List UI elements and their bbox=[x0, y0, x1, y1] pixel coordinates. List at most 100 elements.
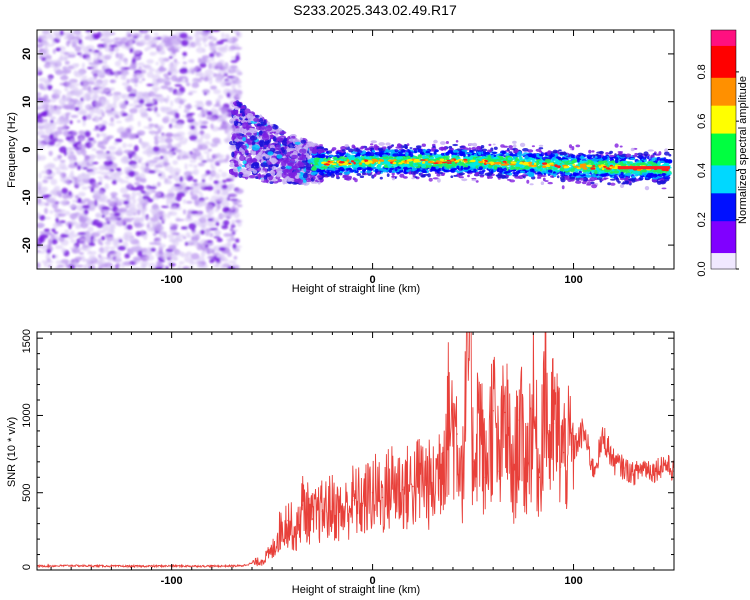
noise-speck bbox=[119, 53, 125, 59]
noise-speck bbox=[179, 182, 187, 186]
noise-speck bbox=[166, 95, 170, 101]
noise-speck bbox=[112, 93, 119, 97]
noise-speck bbox=[134, 72, 143, 80]
noise-speck bbox=[70, 239, 76, 244]
noise-speck bbox=[209, 52, 215, 58]
noise-speck bbox=[43, 228, 50, 233]
signal-speck bbox=[531, 160, 537, 163]
noise-speck bbox=[194, 100, 204, 104]
noise-speck bbox=[203, 133, 211, 140]
noise-speck bbox=[92, 128, 100, 131]
noise-speck bbox=[37, 132, 41, 136]
noise-speck bbox=[50, 178, 58, 186]
noise-speck bbox=[194, 104, 200, 108]
noise-speck bbox=[60, 259, 70, 264]
noise-speck bbox=[45, 176, 54, 180]
noise-speck bbox=[221, 188, 229, 195]
noise-speck bbox=[216, 40, 224, 45]
noise-speck bbox=[37, 120, 43, 123]
noise-speck bbox=[126, 30, 130, 35]
noise-speck bbox=[201, 178, 206, 183]
noise-speck bbox=[186, 213, 192, 219]
noise-speck bbox=[57, 154, 62, 160]
noise-speck bbox=[191, 230, 196, 237]
noise-speck bbox=[57, 264, 65, 268]
noise-speck bbox=[171, 125, 178, 128]
noise-speck bbox=[113, 212, 121, 217]
noise-speck bbox=[37, 67, 42, 73]
noise-speck bbox=[81, 186, 88, 190]
noise-speck bbox=[43, 175, 47, 180]
noise-speck bbox=[83, 265, 87, 269]
noise-speck bbox=[185, 232, 191, 237]
noise-speck bbox=[117, 147, 123, 154]
signal-speck bbox=[403, 176, 408, 179]
noise-speck bbox=[232, 30, 239, 34]
noise-speck bbox=[209, 45, 217, 52]
noise-speck bbox=[212, 171, 216, 176]
noise-speck bbox=[207, 215, 214, 219]
noise-speck bbox=[220, 264, 226, 269]
signal-speck bbox=[420, 175, 426, 178]
noise-speck bbox=[156, 219, 161, 226]
signal-speck bbox=[370, 143, 374, 146]
noise-speck bbox=[121, 82, 129, 86]
noise-speck bbox=[221, 184, 228, 190]
noise-speck bbox=[82, 244, 90, 249]
noise-speck bbox=[168, 110, 175, 115]
noise-speck bbox=[222, 212, 231, 219]
noise-speck bbox=[167, 234, 175, 239]
signal-speck bbox=[415, 145, 422, 148]
noise-speck bbox=[97, 51, 103, 56]
noise-speck bbox=[64, 229, 70, 234]
noise-speck bbox=[189, 134, 198, 141]
noise-speck bbox=[113, 171, 121, 178]
noise-speck bbox=[225, 154, 230, 160]
noise-speck bbox=[230, 67, 236, 74]
noise-speck bbox=[188, 223, 197, 230]
noise-speck bbox=[125, 38, 132, 45]
noise-speck bbox=[99, 152, 107, 157]
noise-speck bbox=[63, 119, 68, 124]
signal-speck bbox=[508, 145, 513, 149]
noise-speck bbox=[57, 62, 62, 67]
noise-speck bbox=[173, 174, 180, 181]
noise-speck bbox=[66, 265, 71, 269]
signal-speck bbox=[279, 131, 287, 135]
noise-speck bbox=[122, 67, 131, 70]
signal-speck bbox=[411, 177, 416, 180]
signal-speck bbox=[379, 176, 383, 180]
noise-speck bbox=[234, 94, 242, 99]
noise-speck bbox=[189, 258, 195, 265]
noise-speck bbox=[65, 147, 74, 151]
signal-speck bbox=[598, 150, 604, 155]
noise-speck bbox=[125, 210, 134, 217]
noise-speck bbox=[79, 252, 84, 255]
noise-speck bbox=[122, 241, 129, 248]
noise-speck bbox=[74, 177, 78, 184]
noise-speck bbox=[176, 191, 186, 198]
signal-speck bbox=[291, 135, 296, 139]
noise-speck bbox=[190, 125, 196, 130]
noise-speck bbox=[140, 190, 146, 194]
signal-speck bbox=[506, 179, 512, 181]
noise-speck bbox=[195, 65, 200, 70]
noise-speck bbox=[110, 246, 116, 251]
noise-speck bbox=[111, 194, 116, 199]
noise-speck bbox=[179, 32, 188, 39]
noise-speck bbox=[77, 232, 86, 236]
signal-speck bbox=[276, 154, 283, 159]
noise-speck bbox=[148, 91, 155, 97]
signal-speck bbox=[288, 147, 296, 151]
noise-speck bbox=[108, 223, 116, 227]
signal-speck bbox=[575, 180, 582, 184]
noise-speck bbox=[122, 193, 131, 198]
noise-speck bbox=[77, 137, 86, 142]
signal-speck bbox=[281, 161, 287, 167]
noise-speck bbox=[124, 85, 133, 91]
noise-speck bbox=[112, 71, 121, 74]
noise-speck bbox=[105, 248, 109, 254]
noise-speck bbox=[186, 82, 191, 87]
